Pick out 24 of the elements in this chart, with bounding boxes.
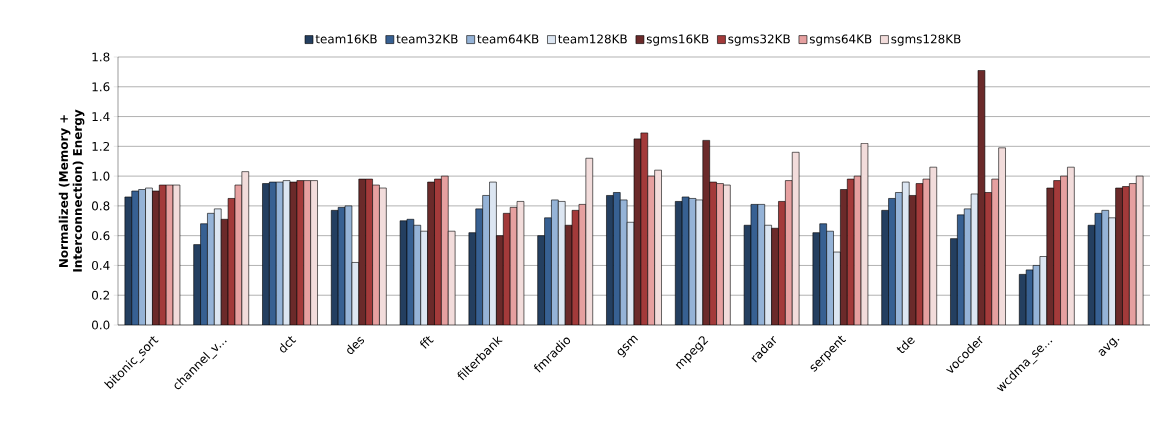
y-tick-label: 0.2 [92, 290, 110, 300]
y-tick-label: 0.6 [92, 231, 110, 241]
legend-label: sgms64KB [809, 34, 872, 46]
legend-label: team64KB [477, 34, 539, 44]
legend-label: team16KB [315, 34, 377, 44]
x-tick-label: dct [280, 336, 297, 353]
legend-label: team32KB [396, 34, 458, 44]
y-tick-label: 0.8 [92, 201, 110, 211]
y-tick-label: 1.8 [92, 52, 110, 62]
x-tick-label: tde [896, 337, 915, 354]
legend-label: sgms128KB [891, 34, 961, 46]
x-tick-label: fft [420, 336, 434, 349]
x-tick-label: des [347, 336, 365, 355]
legend-label: team128KB [558, 34, 627, 44]
y-tick-label: 1.2 [92, 141, 110, 151]
y-tick-label: 0.4 [92, 260, 110, 270]
x-tick-label: avg. [1098, 337, 1120, 356]
y-tick-label: 1.4 [92, 112, 110, 121]
legend-label: sgms16KB [646, 34, 709, 46]
y-tick-label: 1.0 [92, 171, 110, 181]
legend-label: sgms32KB [728, 34, 790, 46]
y-axis-title: Normalized (Memory + Interconnection) Energy [58, 109, 85, 272]
y-tick-label: 1.6 [92, 82, 110, 92]
y-tick-label: 0.0 [92, 320, 110, 330]
